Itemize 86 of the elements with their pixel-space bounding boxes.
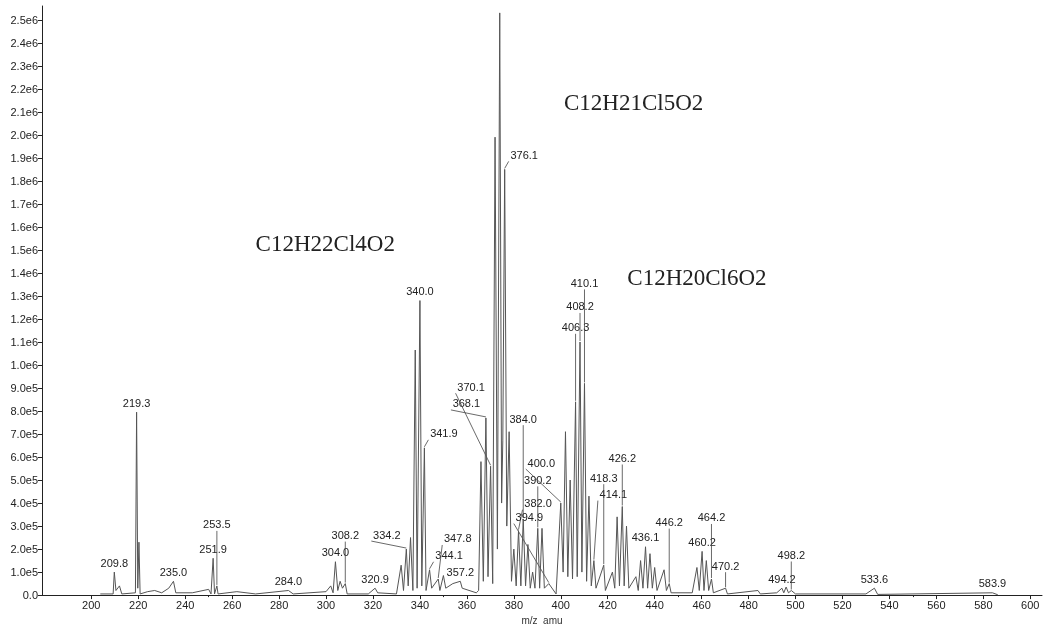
y-tick-label: 1.1e6 — [10, 335, 38, 348]
annotation: 308.2 — [331, 529, 360, 542]
annotation: 370.1 — [457, 380, 485, 393]
y-tick-label: 9.0e5 — [10, 381, 38, 394]
annotation: 357.2 — [446, 565, 475, 578]
annotation: 418.3 — [589, 471, 618, 484]
y-tick-label: 2.0e5 — [10, 543, 38, 556]
y-tick-label: 1.0e5 — [10, 566, 38, 579]
annotation: 304.0 — [321, 546, 350, 559]
x-tick-label: 340 — [410, 598, 430, 611]
annotation: 533.6 — [860, 572, 889, 585]
annotation: 284.0 — [274, 575, 303, 587]
y-tick-label: 2.0e6 — [10, 128, 38, 141]
annotation: 583.9 — [978, 577, 1007, 590]
x-tick-label: 480 — [739, 598, 758, 611]
annotation: 219.3 — [122, 396, 151, 409]
annotation: 209.8 — [100, 556, 129, 569]
annotation: 344.1 — [435, 549, 463, 562]
annotation: 340.0 — [406, 285, 434, 298]
annotation: 498.2 — [777, 549, 806, 561]
y-tick-label: 2.1e6 — [10, 105, 38, 118]
y-tick-label: 4.0e5 — [10, 497, 38, 510]
x-tick-label: 280 — [269, 598, 289, 611]
annotation: 251.9 — [199, 542, 227, 555]
x-tick-label: 240 — [176, 598, 195, 611]
y-tick-label: 2.4e6 — [10, 36, 38, 49]
annotation: 400.0 — [527, 456, 556, 469]
annotation: 390.2 — [524, 473, 552, 486]
x-tick-label: 220 — [129, 598, 148, 611]
x-tick-label: 380 — [504, 598, 524, 611]
annotation: C12H20Cl6O2 — [627, 264, 767, 290]
annotation: 426.2 — [608, 452, 637, 464]
y-tick-label: 2.2e6 — [10, 82, 38, 95]
y-tick-label: 1.6e6 — [10, 220, 38, 233]
y-tick-label: 1.2e6 — [10, 312, 38, 325]
annotation: 464.2 — [697, 511, 726, 524]
annotation: 384.0 — [509, 412, 537, 425]
y-tick-label: 1.7e6 — [10, 197, 38, 210]
annotation: 253.5 — [203, 518, 231, 531]
annotation: 410.1 — [570, 276, 599, 289]
y-tick-label: 0.0 — [22, 589, 38, 602]
y-tick-label: 2.5e6 — [10, 13, 38, 26]
y-tick-label: 6.0e5 — [10, 451, 38, 464]
x-tick-label: 540 — [880, 598, 899, 611]
x-axis-title: m/z amu — [521, 614, 563, 626]
y-tick-label: 1.8e6 — [10, 174, 38, 187]
y-tick-label: 2.3e6 — [10, 59, 38, 72]
y-tick-label: 5.0e5 — [10, 474, 38, 487]
y-tick-label: 8.0e5 — [10, 405, 38, 418]
annotation: C12H22Cl4O2 — [255, 230, 395, 256]
x-tick-label: 300 — [316, 598, 336, 611]
x-tick-label: 600 — [1021, 598, 1040, 611]
annotation: 494.2 — [768, 572, 796, 585]
annotation: 394.9 — [515, 511, 544, 524]
annotation: 235.0 — [159, 565, 188, 578]
y-tick-label: 1.4e6 — [10, 266, 38, 279]
x-tick-label: 440 — [645, 598, 664, 611]
annotation: 320.9 — [361, 572, 389, 585]
x-tick-label: 320 — [363, 598, 383, 611]
annotation: 368.1 — [452, 397, 481, 410]
y-tick-label: 7.0e5 — [10, 428, 38, 441]
x-tick-label: 460 — [692, 598, 711, 611]
annotation: 446.2 — [655, 516, 683, 529]
y-tick-label: 3.0e5 — [10, 520, 38, 533]
y-tick-label: 1.3e6 — [10, 289, 38, 302]
x-tick-label: 500 — [786, 598, 805, 611]
annotation: C12H21Cl5O2 — [563, 90, 704, 116]
annotation: 341.9 — [430, 427, 458, 440]
x-tick-label: 580 — [974, 598, 993, 611]
annotation: 382.0 — [524, 497, 552, 510]
y-tick-label: 1.9e6 — [10, 151, 38, 164]
y-tick-label: 1.5e6 — [10, 243, 38, 256]
x-tick-label: 260 — [222, 598, 242, 611]
annotation: 414.1 — [599, 488, 628, 501]
annotation: 347.8 — [443, 532, 472, 545]
x-tick-label: 400 — [551, 598, 570, 611]
annotation: 470.2 — [711, 559, 740, 572]
x-tick-label: 520 — [833, 598, 852, 611]
x-tick-label: 360 — [457, 598, 477, 611]
annotation: 436.1 — [631, 531, 660, 544]
x-tick-label: 560 — [927, 598, 946, 611]
annotation: 334.2 — [373, 528, 401, 541]
y-tick-label: 1.0e6 — [10, 358, 38, 371]
x-tick-label: 200 — [82, 598, 101, 611]
annotation: 376.1 — [510, 148, 538, 161]
x-tick-label: 420 — [598, 598, 617, 611]
